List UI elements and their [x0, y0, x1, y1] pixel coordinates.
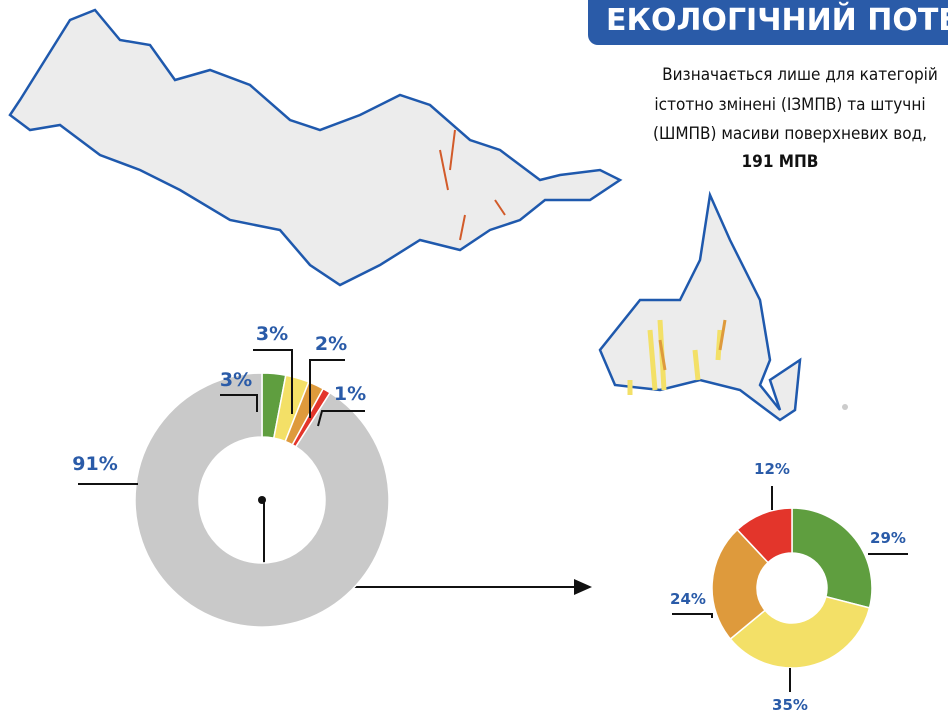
leader-line — [317, 410, 365, 427]
count: 191 МПВ — [742, 152, 819, 172]
value-label: 3% — [220, 369, 252, 391]
map-river — [658, 319, 727, 371]
donut-slice — [736, 507, 793, 564]
description-line: Визначається лише для категорій — [662, 65, 938, 85]
value-label: 91% — [72, 453, 117, 475]
map-dot — [842, 404, 848, 410]
leader-line — [253, 349, 293, 414]
donut-slice — [729, 595, 871, 669]
value-label: 29% — [870, 529, 906, 547]
description-line: (ШМПВ) масиви поверхневих вод, — [653, 124, 927, 144]
value-label: 3% — [256, 323, 288, 345]
title-banner — [588, 0, 948, 45]
title: ЕКОЛОГІЧНИЙ ПОТЕНЦІАЛ — [606, 2, 948, 38]
leader-line — [309, 359, 345, 418]
leader-line — [672, 613, 713, 618]
leader-line — [220, 394, 258, 412]
value-label: 12% — [754, 460, 790, 478]
value-label: 1% — [334, 383, 366, 405]
map-region — [598, 190, 802, 422]
donut-slice — [711, 528, 770, 641]
donut-slice — [791, 507, 873, 609]
arrow-head — [574, 579, 592, 595]
donut-slice — [134, 372, 390, 628]
value-label: 2% — [315, 333, 347, 355]
value-label: 35% — [772, 696, 808, 714]
value-label: 24% — [670, 590, 706, 608]
description-line: істотно змінені (ІЗМПВ) та штучні — [654, 95, 925, 115]
map-region — [8, 8, 623, 287]
map-river — [439, 129, 506, 241]
